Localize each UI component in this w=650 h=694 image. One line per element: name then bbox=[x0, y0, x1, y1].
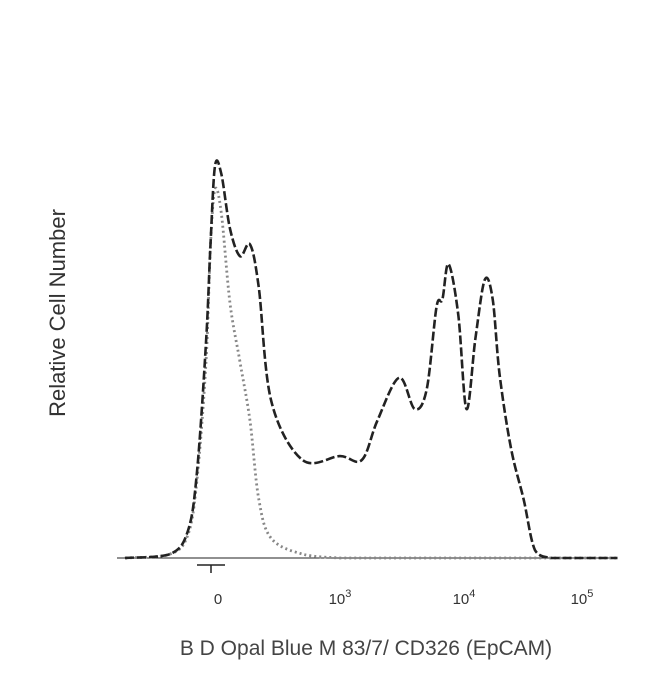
series-layer bbox=[124, 159, 618, 560]
dashed-series-line bbox=[124, 159, 618, 560]
x-axis-ticks: 0 103 104 105 bbox=[197, 564, 594, 608]
zero-tick-mark bbox=[197, 564, 225, 573]
x-axis-label: B D Opal Blue M 83/7/ CD326 (EpCAM) bbox=[180, 637, 552, 660]
x-tick-label: 103 bbox=[329, 588, 352, 608]
x-tick-label: 105 bbox=[571, 588, 594, 608]
y-axis-label: Relative Cell Number bbox=[45, 209, 70, 417]
x-tick-label: 0 bbox=[214, 591, 222, 608]
x-tick-label: 104 bbox=[453, 588, 476, 608]
dotted-series-line bbox=[124, 186, 618, 560]
